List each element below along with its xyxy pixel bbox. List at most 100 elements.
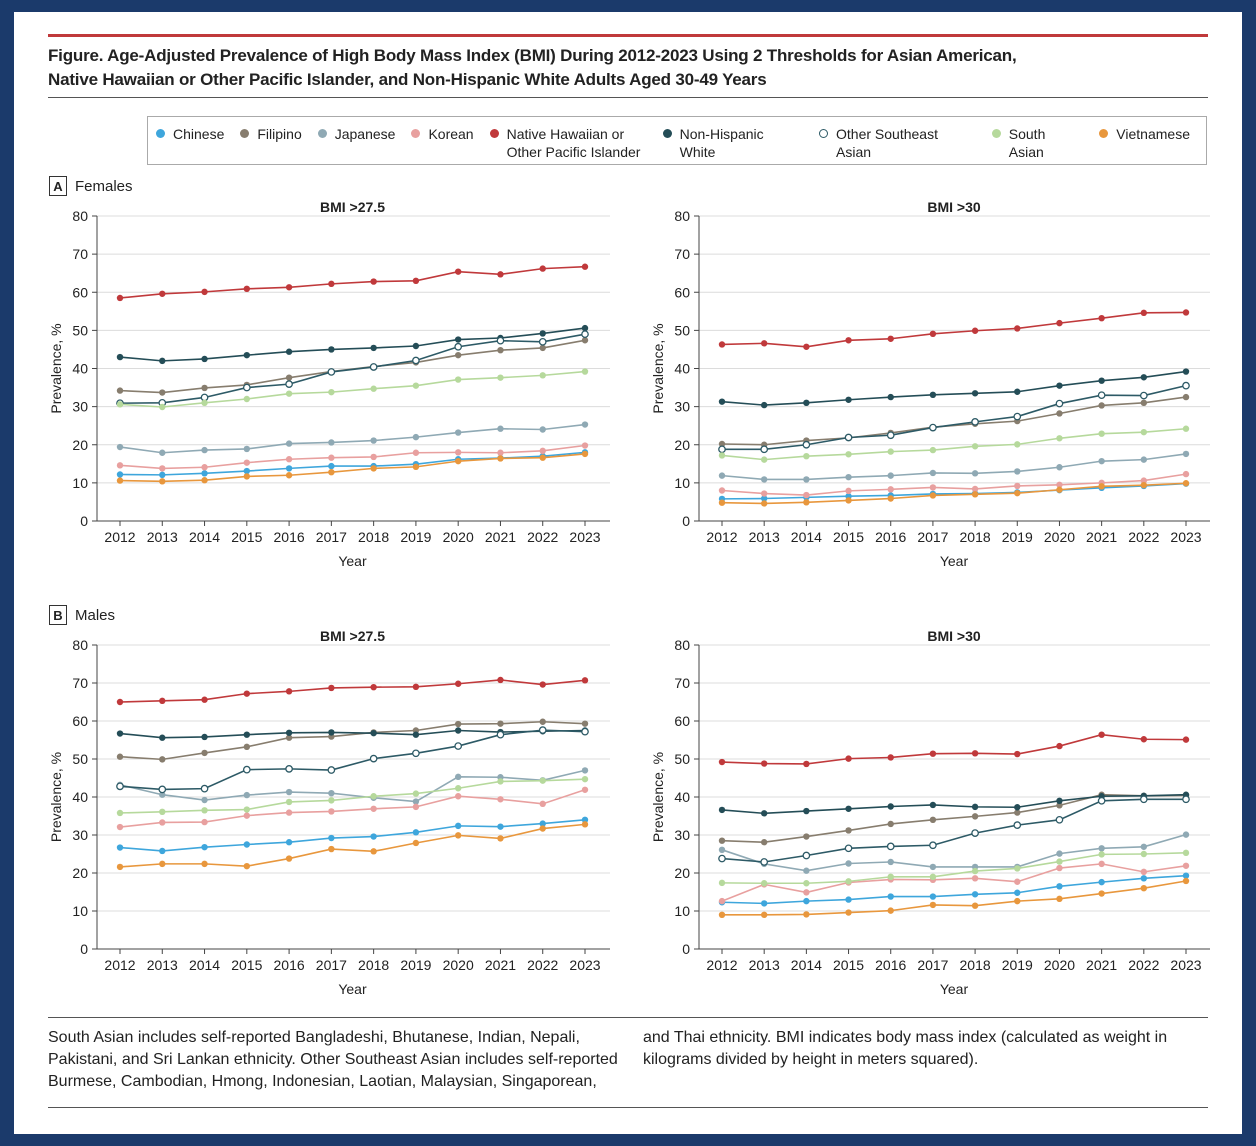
data-point [539, 718, 546, 725]
data-point [581, 421, 589, 428]
data-point [201, 399, 208, 407]
chart-panel-3: 0 10 20 30 40 50 60 70 80 2012 2013 2014 2015 2016 201… [48, 628, 610, 997]
data-point [1182, 309, 1190, 316]
y-tick-label: 0 [80, 941, 88, 957]
y-axis-label: Prevalence, % [650, 323, 666, 413]
series-line [119, 265, 586, 299]
data-point [201, 384, 208, 392]
data-point [454, 351, 462, 359]
data-point [243, 791, 251, 799]
data-point [760, 760, 768, 767]
footnote-bottom-divider [48, 1107, 1208, 1108]
data-point [1098, 878, 1105, 886]
data-point [243, 473, 251, 480]
data-point [1182, 425, 1190, 432]
data-point [803, 760, 810, 768]
data-point [159, 860, 166, 868]
data-point [539, 330, 546, 337]
series-line [721, 793, 1187, 815]
data-point [1056, 895, 1063, 903]
chart-panel-4: 0 10 20 30 40 50 60 70 80 2012 2013 2014 2015 2016 201… [650, 628, 1210, 997]
data-point [539, 820, 546, 827]
data-point [328, 684, 335, 692]
data-point [454, 720, 462, 728]
data-point [1014, 889, 1021, 896]
data-point [328, 346, 335, 353]
data-point [760, 858, 769, 866]
series-line [721, 482, 1187, 500]
data-point [539, 372, 546, 379]
data-point [454, 336, 462, 343]
legend-label: Korean [428, 126, 474, 142]
data-point [1014, 865, 1021, 872]
data-point [760, 340, 768, 347]
data-point [1056, 410, 1063, 417]
legend-label: Non-Hispanic White [679, 126, 764, 160]
data-point [412, 798, 420, 805]
data-point [581, 720, 589, 727]
data-point [760, 839, 768, 846]
data-point [971, 829, 979, 837]
data-point [1013, 821, 1022, 829]
series-line [119, 823, 586, 868]
series-line [119, 453, 586, 483]
data-point [159, 290, 166, 297]
x-tick-label: 2014 [791, 529, 822, 545]
data-point [929, 391, 937, 399]
data-point [1014, 804, 1021, 811]
data-point [116, 401, 124, 408]
data-point [581, 816, 589, 823]
y-tick-label: 80 [674, 208, 690, 224]
data-point [760, 500, 768, 507]
data-point [1140, 428, 1148, 436]
data-point [1140, 843, 1148, 850]
data-point [971, 750, 979, 757]
data-point [887, 858, 894, 866]
series-line [119, 729, 586, 739]
data-point [538, 726, 547, 734]
data-point [1097, 796, 1106, 805]
data-point [1098, 890, 1105, 897]
data-point [201, 860, 208, 868]
x-tick-label: 2016 [875, 957, 906, 973]
data-point [803, 491, 810, 499]
data-point [929, 893, 937, 900]
data-point [581, 442, 589, 449]
data-point [497, 347, 504, 354]
x-tick-label: 2015 [833, 529, 864, 545]
data-point [201, 696, 208, 703]
x-tick-label: 2020 [443, 529, 474, 545]
data-point [539, 447, 546, 455]
data-point [539, 454, 546, 461]
data-point [718, 879, 726, 887]
data-point [497, 778, 504, 785]
data-point [1056, 319, 1063, 327]
data-point [1182, 368, 1190, 375]
data-point [887, 393, 894, 401]
data-point [845, 487, 852, 495]
data-point [116, 477, 124, 484]
x-tick-label: 2018 [960, 957, 991, 973]
data-point [845, 497, 852, 504]
y-tick-label: 10 [674, 475, 690, 491]
x-tick-label: 2015 [231, 529, 262, 545]
panel-a-title: Females [75, 177, 133, 195]
legend-marker-icon [819, 129, 829, 138]
data-point [581, 677, 589, 684]
y-tick-label: 50 [72, 322, 88, 338]
data-point [581, 727, 589, 736]
data-point [760, 880, 768, 887]
panel-b-letter: B [49, 605, 67, 625]
data-point [285, 472, 293, 479]
data-point [496, 730, 505, 739]
data-point [718, 487, 726, 494]
legend-item: Non-Hispanic White [662, 125, 803, 164]
data-point [886, 431, 895, 440]
data-point [328, 834, 335, 842]
data-point [1182, 849, 1190, 857]
series-line [722, 384, 1187, 451]
data-point [1098, 860, 1105, 868]
data-point [718, 806, 726, 814]
data-point [369, 754, 378, 763]
